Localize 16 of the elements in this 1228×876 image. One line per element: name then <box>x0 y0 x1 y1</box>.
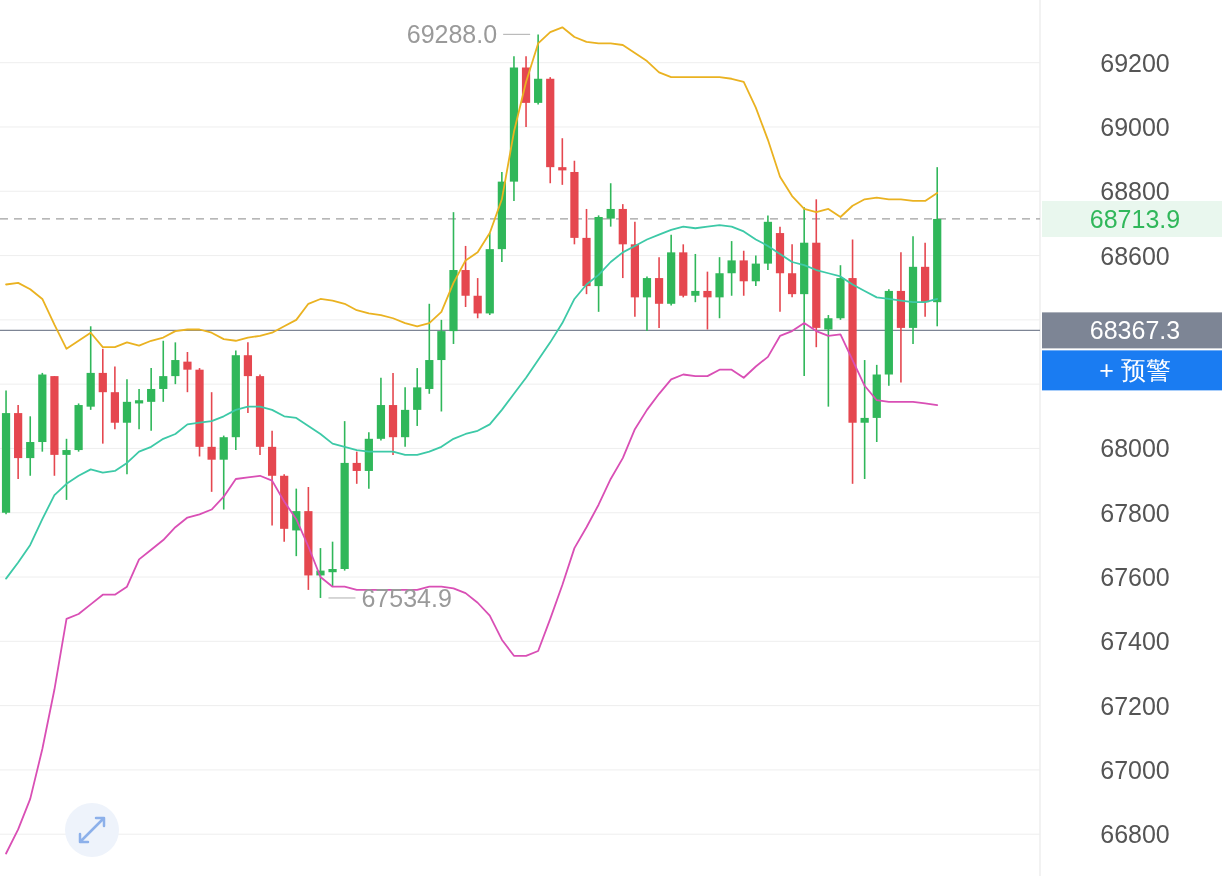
y-tick-label: 69000 <box>1100 112 1170 141</box>
y-tick-label: 68000 <box>1100 434 1170 463</box>
y-tick-label: 67800 <box>1100 498 1170 527</box>
y-tick-label: 67000 <box>1100 755 1170 784</box>
text: + 预警 <box>1099 356 1171 385</box>
annotation: 69288.0 <box>406 20 498 49</box>
y-tick-label: 69200 <box>1100 48 1170 77</box>
y-tick-label: 66800 <box>1100 820 1170 849</box>
y-tick-label: 68600 <box>1100 241 1170 270</box>
y-tick-label: 68800 <box>1100 177 1170 206</box>
ref-line-label: 68367.3 <box>1089 316 1181 345</box>
y-tick-label: 67400 <box>1100 627 1170 656</box>
ref-line-label: 68713.9 <box>1089 204 1181 233</box>
annotation: 67534.9 <box>361 583 452 612</box>
y-tick-label: 67200 <box>1100 691 1170 720</box>
y-tick-label: 67600 <box>1100 563 1170 592</box>
